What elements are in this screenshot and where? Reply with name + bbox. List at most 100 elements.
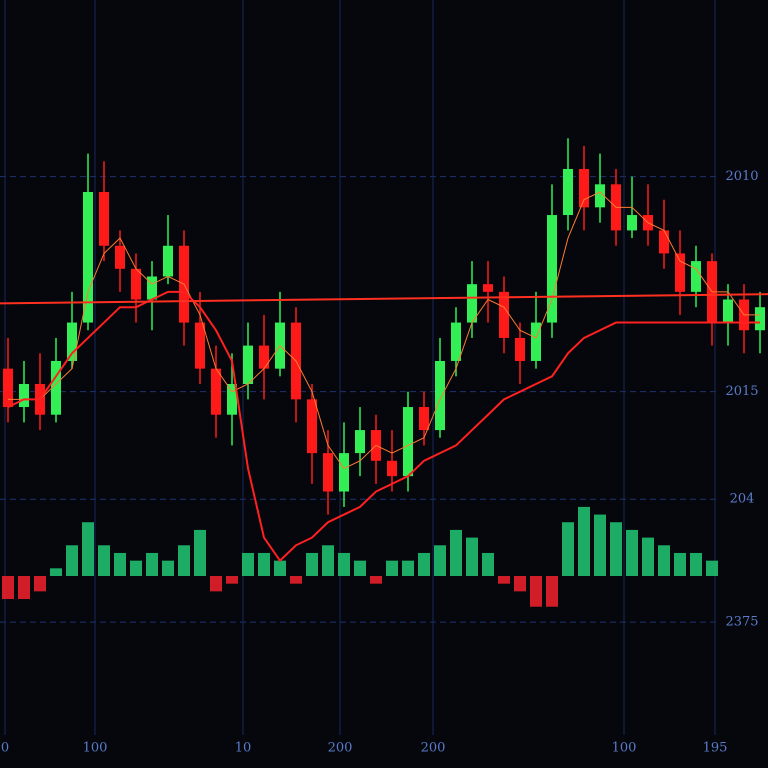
moving-average-line — [7, 290, 760, 563]
x-tick-label: 0 — [1, 741, 9, 756]
candle-body — [675, 253, 685, 292]
y-tick-label: 2010 — [725, 169, 758, 184]
histogram-bar — [98, 545, 110, 576]
histogram-bar — [114, 552, 126, 576]
candle-body — [99, 192, 109, 246]
histogram-bar — [610, 522, 622, 576]
x-tick-label: 200 — [328, 741, 353, 756]
candle-body — [403, 407, 413, 477]
histogram-bar — [514, 576, 526, 592]
histogram-bar — [2, 576, 14, 600]
histogram-bar — [498, 576, 510, 584]
histogram-bar — [370, 576, 382, 584]
y-tick-label: 204 — [730, 492, 755, 507]
histogram-bar — [594, 514, 606, 576]
histogram-bar — [706, 560, 718, 576]
histogram-bar — [466, 537, 478, 576]
histogram-bar — [50, 568, 62, 576]
moving-average-line — [8, 191, 760, 470]
x-tick-label: 100 — [83, 741, 108, 756]
histogram-bar — [322, 545, 334, 576]
candle-body — [339, 453, 349, 492]
histogram-bar — [290, 576, 302, 584]
histogram-bar — [402, 560, 414, 576]
candle-body — [547, 215, 557, 323]
histogram-bar — [354, 560, 366, 576]
histogram-bar — [82, 522, 94, 576]
histogram-bar — [658, 545, 670, 576]
candle-body — [131, 268, 141, 300]
histogram-bar — [274, 560, 286, 576]
candle-body — [83, 192, 93, 323]
histogram-bar — [162, 560, 174, 576]
histogram-bar — [258, 552, 270, 576]
candle-body — [259, 345, 269, 369]
moving-average-line — [0, 293, 768, 305]
histogram-bar — [338, 552, 350, 576]
candle-body — [147, 276, 157, 300]
candle-body — [723, 299, 733, 323]
y-tick-label: 2015 — [725, 384, 758, 399]
x-tick-label: 100 — [612, 741, 637, 756]
candle-body — [691, 261, 701, 292]
candle-body — [579, 168, 589, 208]
histogram-bar — [306, 552, 318, 576]
candle-body — [467, 284, 477, 323]
candle-body — [67, 322, 77, 361]
histogram-bar — [674, 552, 686, 576]
candle-body — [355, 430, 365, 454]
histogram-bar — [66, 545, 78, 576]
histogram-bar — [386, 560, 398, 576]
candle-body — [755, 307, 765, 331]
histogram-bar — [130, 560, 142, 576]
candle-body — [3, 368, 13, 408]
histogram-bar — [434, 545, 446, 576]
x-tick-label: 195 — [703, 741, 728, 756]
candle-body — [243, 345, 253, 384]
candle-body — [563, 168, 573, 216]
candle-body — [627, 215, 637, 231]
histogram-bar — [690, 552, 702, 576]
histogram-bar — [194, 529, 206, 576]
candle-body — [515, 337, 525, 361]
histogram-bar — [546, 576, 558, 607]
candle-body — [451, 322, 461, 361]
histogram-bar — [226, 576, 238, 584]
histogram-bar — [210, 576, 222, 592]
x-tick-label: 10 — [235, 741, 252, 756]
histogram-bar — [626, 529, 638, 576]
candle-body — [211, 368, 221, 415]
candle-body — [323, 453, 333, 492]
histogram-bar — [578, 506, 590, 576]
histogram-bar — [242, 552, 254, 576]
candle-body — [307, 399, 317, 454]
histogram-bar — [418, 552, 430, 576]
candle-body — [51, 360, 61, 415]
candle-body — [435, 360, 445, 431]
candle-body — [195, 322, 205, 369]
histogram-bar — [146, 552, 158, 576]
histogram-bar — [482, 552, 494, 576]
histogram-bar — [642, 537, 654, 576]
x-tick-label: 200 — [421, 741, 446, 756]
histogram-bar — [18, 576, 30, 600]
candle-body — [531, 322, 541, 361]
histogram-bar — [562, 522, 574, 576]
candle-body — [227, 384, 237, 415]
histogram-bar — [34, 576, 46, 592]
histogram-bar — [178, 545, 190, 576]
candle-body — [595, 184, 605, 208]
histogram-bar — [450, 529, 462, 576]
candle-body — [659, 230, 669, 254]
candle-body — [19, 384, 29, 408]
candle-body — [499, 291, 509, 338]
histogram-bar — [530, 576, 542, 607]
candle-body — [115, 245, 125, 269]
candle-body — [163, 245, 173, 277]
candle-body — [419, 407, 429, 431]
candle-body — [387, 460, 397, 477]
candle-body — [483, 284, 493, 292]
